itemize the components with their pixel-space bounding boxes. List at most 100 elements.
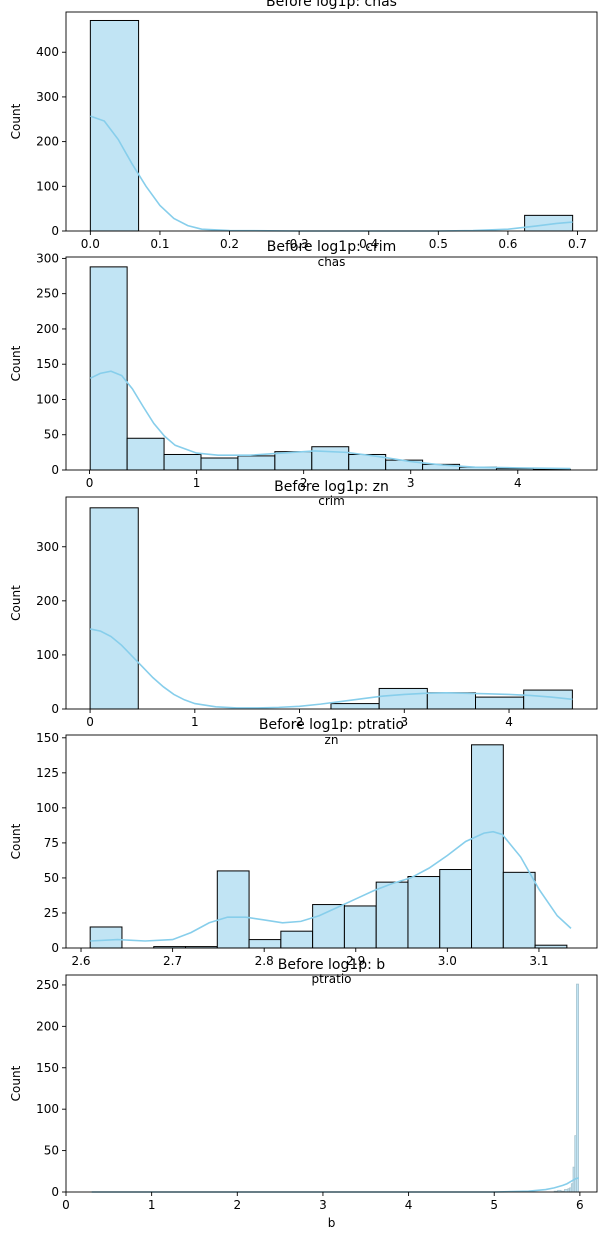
plot-frame [65, 734, 598, 949]
y-tick-label: 400 [36, 45, 59, 59]
plot-frame [65, 496, 598, 710]
x-tick-label: 2.7 [163, 954, 182, 968]
x-tick-label: 2.8 [255, 954, 274, 968]
x-tick-label: 1 [148, 1198, 156, 1212]
histogram-bar [126, 437, 165, 471]
y-tick-label: 0 [51, 702, 59, 716]
y-tick-label: 200 [36, 135, 59, 149]
y-tick-label: 50 [44, 1144, 59, 1158]
histogram-bar [475, 696, 525, 710]
x-tick-label: 4 [505, 715, 513, 729]
histogram-bar [200, 457, 239, 471]
x-tick-label: 0.3 [290, 237, 309, 251]
histogram-bar [248, 939, 282, 949]
plot-frame [65, 256, 598, 471]
kde-line [91, 1177, 579, 1193]
panel-title: Before log1p: b [278, 957, 386, 973]
y-tick-label: 150 [36, 731, 59, 745]
y-tick-label: 0 [51, 463, 59, 477]
panel-ptratio: Count ptratio 2.6 2.7 2.8 2.9 3.0 3.1 0 25 50 75 1… [9, 717, 598, 986]
histogram-bar [576, 983, 579, 1193]
y-tick-label: 0 [51, 1185, 59, 1199]
panel-zn: Count zn 0 1 2 3 4 0 100 200 300 Before log1p: zn [9, 479, 598, 747]
x-tick-label: 3 [319, 1198, 327, 1212]
histogram-bar [407, 876, 441, 949]
x-tick-label: 6 [576, 1198, 584, 1212]
x-tick-label: 2.9 [346, 954, 365, 968]
y-axis-label: Count [9, 103, 23, 139]
panel-title: Before log1p: ptratio [259, 717, 404, 733]
kde-line [90, 830, 572, 942]
histogram-bar [439, 869, 473, 949]
y-tick-label: 200 [36, 322, 59, 336]
x-tick-label: 2 [300, 476, 308, 490]
histogram-bar [274, 451, 313, 471]
y-tick-label: 100 [36, 392, 59, 406]
plot-frame [65, 974, 598, 1193]
x-tick-label: 3.1 [529, 954, 548, 968]
x-tick-label: 4 [514, 476, 522, 490]
histogram-bar [311, 446, 350, 471]
y-tick-label: 75 [44, 836, 59, 850]
y-tick-label: 250 [36, 978, 59, 992]
y-tick-label: 0 [51, 941, 59, 955]
histogram-bar [523, 689, 573, 710]
y-tick-label: 50 [44, 871, 59, 885]
histogram-bar [502, 871, 536, 949]
x-tick-label: 3 [400, 715, 408, 729]
panel-title: Before log1p: chas [266, 0, 397, 10]
y-tick-label: 150 [36, 1061, 59, 1075]
kde-line [90, 115, 573, 232]
plot-frame [65, 11, 598, 232]
histogram-bar [163, 453, 202, 471]
x-axis-label: ptratio [312, 972, 352, 986]
y-tick-label: 300 [36, 540, 59, 554]
y-tick-label: 25 [44, 906, 59, 920]
histogram-bar [280, 930, 314, 949]
histogram-bar [375, 881, 409, 949]
x-tick-label: 0.7 [568, 237, 587, 251]
kde-line [89, 628, 573, 709]
x-tick-label: 3 [407, 476, 415, 490]
y-axis-label: Count [9, 585, 23, 621]
y-tick-label: 200 [36, 1019, 59, 1033]
histogram-bar [378, 687, 428, 710]
histogram-bar [426, 692, 477, 710]
bars [89, 19, 574, 232]
x-tick-label: 0.6 [498, 237, 517, 251]
x-tick-label: 0.1 [150, 237, 169, 251]
y-tick-label: 200 [36, 594, 59, 608]
y-tick-label: 125 [36, 766, 59, 780]
y-tick-label: 0 [51, 224, 59, 238]
y-tick-label: 100 [36, 1102, 59, 1116]
x-tick-label: 0.4 [359, 237, 378, 251]
histogram-bar [330, 703, 380, 710]
panel-crim: Count crim 0 1 2 3 4 0 50 100 150 200 250 300 Before… [9, 239, 598, 508]
y-tick-label: 300 [36, 90, 59, 104]
x-axis-label: crim [318, 494, 345, 508]
x-axis-label: chas [318, 255, 346, 269]
y-tick-label: 250 [36, 287, 59, 301]
y-tick-label: 50 [44, 428, 59, 442]
x-tick-label: 0.0 [81, 237, 100, 251]
x-tick-label: 0.5 [429, 237, 448, 251]
x-tick-label: 4 [405, 1198, 413, 1212]
panel-title: Before log1p: zn [274, 479, 389, 495]
y-tick-label: 100 [36, 648, 59, 662]
histogram-bar [89, 266, 128, 471]
histogram-bar [237, 455, 276, 471]
bars [89, 266, 571, 471]
x-tick-label: 2 [233, 1198, 241, 1212]
x-tick-label: 1 [193, 476, 201, 490]
histogram-bar [89, 507, 139, 710]
y-axis-label: Count [9, 1065, 23, 1101]
histogram-bar [471, 744, 504, 949]
y-axis-label: Count [9, 823, 23, 859]
x-tick-label: 0 [62, 1198, 70, 1212]
y-tick-label: 150 [36, 357, 59, 371]
y-tick-label: 100 [36, 179, 59, 193]
panel-title: Before log1p: crim [267, 239, 397, 255]
bars [553, 983, 579, 1193]
panel-chas: Count chas 0.0 0.1 0.2 0.3 0.4 0.5 0.6 0.7 0 100 2… [9, 0, 598, 269]
